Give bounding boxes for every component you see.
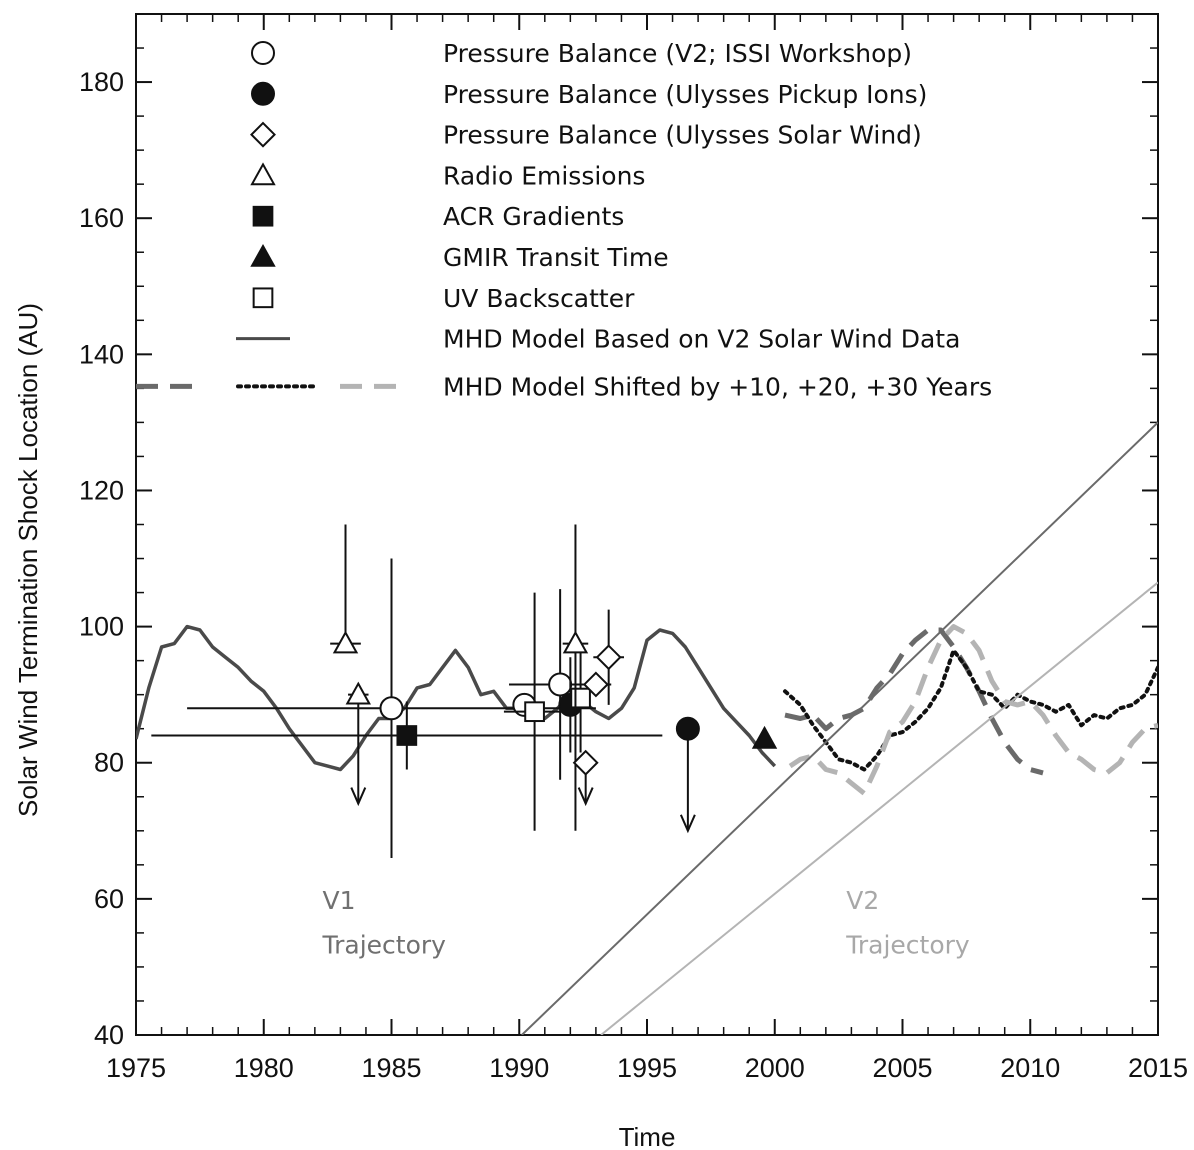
data-point — [330, 524, 361, 654]
trajectory-label: Trajectory — [845, 930, 970, 959]
mhd-shift-20-line — [783, 648, 1158, 772]
data-point — [345, 681, 371, 807]
legend-filled-circle-swatch — [251, 81, 275, 106]
x-tick-label: 2005 — [872, 1053, 932, 1083]
data-point — [593, 609, 625, 705]
legend-filled-triangle-swatch — [250, 243, 276, 267]
v2-trajectory-line — [600, 581, 1158, 1035]
data-point — [675, 716, 700, 834]
data-point — [151, 701, 663, 770]
y-tick-label: 60 — [94, 884, 124, 914]
legend-item: Radio Emissions — [250, 161, 645, 190]
data-point — [572, 749, 599, 807]
x-tick-label: 1985 — [361, 1053, 421, 1083]
axes — [135, 13, 1159, 1036]
legend-label: Pressure Balance (Ulysses Solar Wind) — [443, 121, 922, 150]
y-tick-label: 120 — [79, 475, 124, 505]
open-diamond-marker — [572, 749, 599, 776]
open-square-marker — [570, 687, 591, 709]
x-tick-label: 2000 — [745, 1053, 805, 1083]
legend-label: GMIR Transit Time — [443, 243, 669, 272]
legend-item: MHD Model Shifted by +10, +20, +30 Years — [136, 372, 992, 401]
data-point — [503, 592, 566, 831]
data-point — [582, 671, 609, 698]
legend-item: Pressure Balance (Ulysses Solar Wind) — [250, 121, 922, 150]
x-tick-label: 1980 — [234, 1053, 294, 1083]
data-point — [751, 725, 778, 749]
series-group — [136, 421, 1158, 1035]
legend: Pressure Balance (V2; ISSI Workshop) Pres… — [136, 39, 992, 401]
legend-item: Pressure Balance (Ulysses Pickup Ions) — [251, 80, 927, 109]
v1-trajectory-line — [521, 421, 1158, 1035]
y-tick-label: 100 — [79, 612, 124, 642]
x-tick-label: 1995 — [617, 1053, 677, 1083]
open-circle-marker — [379, 696, 404, 721]
open-diamond-marker — [595, 644, 622, 671]
data-points — [151, 524, 778, 859]
y-tick-label: 80 — [94, 748, 124, 778]
upper-limit-arrow-head — [350, 787, 367, 807]
legend-label: Pressure Balance (Ulysses Pickup Ions) — [443, 80, 927, 109]
y-tick-label: 40 — [94, 1020, 124, 1050]
y-axis-title: Solar Wind Termination Shock Location (A… — [13, 303, 43, 817]
legend-open-square-swatch — [252, 287, 274, 309]
open-triangle-marker — [345, 681, 371, 705]
mhd-model-line — [136, 624, 777, 772]
legend-item: MHD Model Based on V2 Solar Wind Data — [236, 325, 960, 354]
y-ticks: 40 60 80 100 120 140 160 180 — [79, 13, 1158, 1050]
y-tick-label: 160 — [79, 203, 124, 233]
mhd-shift-10-line — [784, 627, 1044, 776]
upper-limit-arrow-head — [679, 814, 696, 834]
legend-item: UV Backscatter — [252, 284, 635, 313]
legend-item: GMIR Transit Time — [250, 243, 669, 272]
legend-open-circle-swatch — [251, 41, 275, 65]
legend-label: Pressure Balance (V2; ISSI Workshop) — [443, 39, 912, 68]
plot-area: V1 Trajectory V2 Trajectory — [136, 421, 1158, 1035]
trajectory-label: V2 — [846, 886, 879, 915]
x-tick-label: 1990 — [489, 1053, 549, 1083]
legend-open-triangle-swatch — [250, 162, 276, 186]
y-tick-label: 180 — [79, 67, 124, 97]
open-circle-marker — [548, 672, 573, 697]
legend-label: Radio Emissions — [443, 161, 645, 190]
x-tick-label: 2015 — [1128, 1053, 1188, 1083]
trajectory-label: V1 — [323, 886, 356, 915]
legend-label: MHD Model Shifted by +10, +20, +30 Years — [443, 372, 992, 401]
x-ticks: 1975 1980 1985 1990 1995 2000 2005 2010 2015 — [106, 14, 1188, 1083]
filled-circle-marker — [675, 716, 700, 741]
x-axis-title: Time — [619, 1122, 676, 1150]
open-triangle-marker — [562, 630, 589, 654]
trajectory-label: Trajectory — [322, 930, 447, 959]
y-tick-label: 140 — [79, 339, 124, 369]
mhd-shift-30-line — [788, 624, 1158, 796]
filled-triangle-marker — [751, 725, 778, 749]
plot-frame — [135, 13, 1159, 1036]
open-square-marker — [524, 701, 545, 723]
filled-square-marker — [396, 725, 418, 746]
legend-item: ACR Gradients — [252, 202, 624, 231]
data-point — [562, 524, 589, 831]
x-tick-label: 2010 — [1000, 1053, 1060, 1083]
legend-label: UV Backscatter — [443, 284, 635, 313]
legend-filled-square-swatch — [252, 205, 274, 227]
legend-label: ACR Gradients — [443, 202, 624, 231]
legend-open-diamond-swatch — [250, 121, 276, 148]
open-triangle-marker — [332, 630, 359, 654]
open-diamond-marker — [582, 671, 609, 698]
legend-label: MHD Model Based on V2 Solar Wind Data — [443, 325, 960, 354]
upper-limit-arrow-head — [577, 787, 594, 807]
legend-item: Pressure Balance (V2; ISSI Workshop) — [251, 39, 912, 68]
annotations: V1 Trajectory V2 Trajectory — [322, 886, 970, 959]
x-tick-label: 1975 — [106, 1053, 166, 1083]
